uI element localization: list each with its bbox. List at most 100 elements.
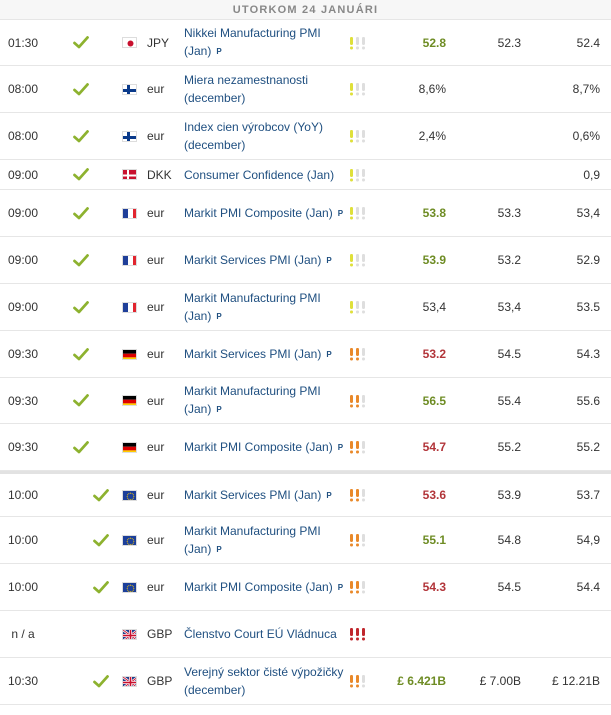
previous-value: 52.9: [576, 253, 600, 267]
table-row[interactable]: 10:00 eur Markit Services PMI (Jan) P 53.6 53…: [0, 471, 611, 517]
event-link[interactable]: Markit PMI Composite (Jan): [184, 579, 333, 594]
event-name[interactable]: Consumer Confidence (Jan): [184, 160, 346, 189]
event-time: 09:30: [7, 393, 39, 408]
previous-value: 53.5: [576, 300, 600, 314]
table-row[interactable]: 09:00 eur Markit Manufacturing PMI (Jan) P 5…: [0, 284, 611, 331]
currency-code: eur: [147, 300, 165, 314]
event-link[interactable]: Consumer Confidence (Jan): [184, 167, 335, 182]
event-name[interactable]: Index cien výrobcov (YoY) (december): [184, 113, 346, 159]
event-time: 10:30: [7, 674, 39, 688]
importance-icon: [346, 66, 370, 112]
currency-code: eur: [147, 440, 165, 454]
previous-value: 55.6: [576, 393, 600, 408]
event-name[interactable]: Markit Services PMI (Jan) P: [184, 331, 346, 377]
event-time: 09:30: [7, 347, 39, 361]
event-link[interactable]: Markit Services PMI (Jan): [184, 346, 322, 361]
event-name[interactable]: Markit Manufacturing PMI (Jan) P: [184, 378, 346, 423]
date-header: UTORKOM 24 JANUÁRI: [0, 0, 611, 20]
event-name[interactable]: Markit PMI Composite (Jan) P: [184, 564, 346, 610]
previous-value: 54.3: [576, 347, 600, 361]
importance-icon: [346, 611, 370, 657]
table-row[interactable]: 01:30 JPY Nikkei Manufacturing PMI (Jan) P 5…: [0, 20, 611, 66]
released-check-icon: [68, 237, 94, 283]
table-row[interactable]: 08:00 eur Miera nezamestnanosti (december)…: [0, 66, 611, 113]
currency-code: GBP: [147, 627, 173, 641]
event-link[interactable]: Nikkei Manufacturing PMI (Jan): [184, 26, 321, 58]
table-row[interactable]: 09:00 DKK Consumer Confidence (Jan) 0,9: [0, 160, 611, 190]
event-link[interactable]: Index cien výrobcov (YoY) (december): [184, 120, 323, 152]
event-name[interactable]: Markit Manufacturing PMI (Jan) P: [184, 284, 346, 330]
table-row[interactable]: 09:00 eur Markit Services PMI (Jan) P 53.9 53…: [0, 237, 611, 284]
event-link[interactable]: Miera nezamestnanosti (december): [184, 73, 309, 105]
importance-icon: [346, 190, 370, 236]
table-row[interactable]: 10:00 eur Markit PMI Composite (Jan) P 54.3 5…: [0, 564, 611, 611]
currency-code: GBP: [147, 674, 173, 688]
preliminary-badge: P: [337, 208, 344, 218]
event-name[interactable]: Členstvo Court EÚ Vládnuca: [184, 611, 346, 657]
event-link[interactable]: Markit Services PMI (Jan): [184, 487, 322, 502]
previous-value: 53,4: [576, 206, 600, 220]
importance-icon: [346, 474, 370, 516]
event-link[interactable]: Markit Manufacturing PMI (Jan): [184, 523, 321, 556]
forecast-value: 54.8: [497, 533, 521, 547]
event-link[interactable]: Markit PMI Composite (Jan): [184, 439, 333, 454]
event-name[interactable]: Miera nezamestnanosti (december): [184, 66, 346, 112]
forecast-value: £ 7.00B: [479, 674, 521, 688]
event-name[interactable]: Verejný sektor čisté výpožičky (december…: [184, 658, 346, 704]
uk-flag-icon: [120, 658, 138, 704]
event-link[interactable]: Markit Manufacturing PMI (Jan): [184, 290, 321, 323]
importance-icon: [346, 20, 370, 65]
event-time: 10:00: [7, 533, 39, 547]
forecast-value: 53,4: [497, 300, 521, 314]
table-row[interactable]: 09:00 eur Markit PMI Composite (Jan) P 53.8 5…: [0, 190, 611, 237]
actual-value: 53,4: [422, 300, 446, 314]
actual-value: [370, 611, 446, 657]
event-name[interactable]: Markit Services PMI (Jan) P: [184, 237, 346, 283]
currency-code: eur: [147, 580, 165, 594]
event-link[interactable]: Členstvo Court EÚ Vládnuca: [184, 627, 337, 641]
table-row[interactable]: 10:30 GBP Verejný sektor čisté výpožičky (…: [0, 658, 611, 705]
denmark-flag-icon: [120, 160, 138, 189]
currency-code: eur: [147, 253, 165, 267]
importance-icon: [346, 378, 370, 423]
table-row[interactable]: 10:00 eur Markit Manufacturing PMI (Jan) P 5…: [0, 517, 611, 564]
event-link[interactable]: Markit Services PMI (Jan): [184, 252, 322, 267]
previous-value: 53.7: [576, 488, 600, 502]
event-name[interactable]: Markit Services PMI (Jan) P: [184, 474, 346, 516]
preliminary-badge: P: [216, 544, 222, 554]
forecast-value: 53.3: [497, 206, 521, 220]
event-link[interactable]: Markit PMI Composite (Jan): [184, 205, 333, 220]
preliminary-badge: P: [337, 582, 344, 592]
event-time: 09:00: [7, 167, 39, 182]
actual-value: 52.8: [422, 35, 446, 50]
currency-code: eur: [147, 206, 165, 220]
france-flag-icon: [120, 237, 138, 283]
table-row[interactable]: 09:30 eur Markit Manufacturing PMI (Jan) P 5…: [0, 378, 611, 424]
event-time: 09:00: [7, 300, 39, 314]
event-name[interactable]: Markit Manufacturing PMI (Jan) P: [184, 517, 346, 563]
event-link[interactable]: Markit Manufacturing PMI (Jan): [184, 384, 321, 416]
actual-value: 53.9: [422, 253, 446, 267]
eu-flag-icon: [120, 517, 138, 563]
event-name[interactable]: Markit PMI Composite (Jan) P: [184, 424, 346, 470]
released-check-icon: [68, 284, 94, 330]
preliminary-badge: P: [216, 311, 222, 321]
forecast-value: [446, 66, 521, 112]
actual-value: 8,6%: [418, 82, 446, 96]
forecast-value: [446, 611, 521, 657]
forecast-value: 55.4: [497, 393, 521, 408]
currency-code: eur: [147, 129, 165, 143]
actual-value: 53.8: [422, 206, 446, 220]
importance-icon: [346, 517, 370, 563]
table-row[interactable]: 08:00 eur Index cien výrobcov (YoY) (decem…: [0, 113, 611, 160]
event-link[interactable]: Verejný sektor čisté výpožičky (december…: [184, 665, 344, 697]
currency-code: eur: [147, 488, 165, 502]
table-row[interactable]: n / a GBP Členstvo Court EÚ Vládnuca: [0, 611, 611, 658]
event-name[interactable]: Nikkei Manufacturing PMI (Jan) P: [184, 20, 346, 65]
table-row[interactable]: 09:30 eur Markit Services PMI (Jan) P 53.2 54…: [0, 331, 611, 378]
table-row[interactable]: 09:30 eur Markit PMI Composite (Jan) P 54.7 5…: [0, 424, 611, 471]
previous-value: [521, 611, 600, 657]
importance-icon: [346, 160, 370, 189]
released-check-icon: [88, 564, 114, 610]
event-name[interactable]: Markit PMI Composite (Jan) P: [184, 190, 346, 236]
